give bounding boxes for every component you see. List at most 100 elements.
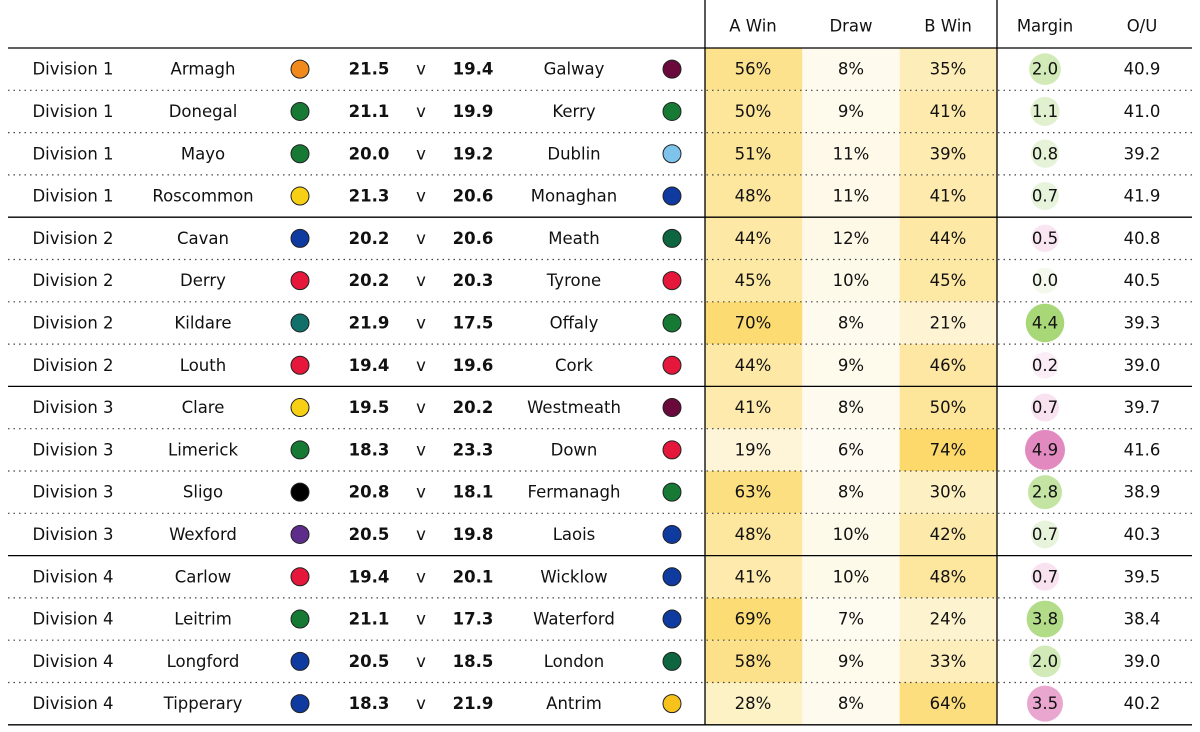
team-b-score: 18.1 [453,483,494,502]
margin-value: 2.0 [1032,652,1058,671]
team-b-color-dot [662,59,682,79]
versus-label: v [416,60,426,79]
table-row [290,386,1059,429]
a-win-heat-cell [705,344,803,387]
a-win-value: 41% [735,398,772,417]
draw-heat-cell [802,513,900,556]
table-row [290,301,1065,345]
draw-heat-cell [802,344,900,387]
margin-bubble [1032,267,1058,294]
team-b-name: Down [551,440,598,459]
team-b-name: Tyrone [546,271,601,290]
b-win-value: 39% [930,144,967,163]
table-row [290,217,1059,260]
b-win-value: 30% [930,483,967,502]
draw-heat-cell [802,555,900,598]
over-under-value: 41.0 [1124,102,1161,121]
team-a-color-dot [290,228,310,248]
table-row [290,344,1059,387]
margin-bubble [1028,475,1062,510]
team-a-color-dot [290,186,310,206]
division-label: Division 3 [32,483,113,502]
a-win-value: 45% [735,271,772,290]
a-win-heat-cell [705,48,803,91]
team-a-name: Wexford [169,525,237,544]
over-under-value: 40.3 [1124,525,1161,544]
over-under-value: 40.9 [1124,60,1161,79]
team-b-name: Galway [544,60,605,79]
a-win-value: 48% [735,525,772,544]
team-b-score: 20.3 [453,271,494,290]
margin-bubble [1029,645,1061,678]
team-b-color-dot [662,355,682,375]
margin-value: 0.7 [1032,398,1058,417]
division-label: Division 1 [32,144,113,163]
versus-label: v [416,102,426,121]
versus-label: v [416,483,426,502]
a-win-heat-cell [705,174,803,218]
b-win-heat-cell [899,386,997,429]
draw-heat-cell [802,640,900,683]
team-b-score: 20.2 [453,398,494,417]
team-b-score: 21.9 [453,694,494,713]
team-a-color-dot [290,482,310,502]
over-under-value: 39.5 [1124,567,1161,586]
division-label: Division 3 [32,398,113,417]
b-win-value: 24% [930,610,967,629]
versus-label: v [416,271,426,290]
team-b-score: 19.9 [453,102,494,121]
header-margin: Margin [1017,17,1073,36]
team-b-color-dot [662,524,682,544]
margin-value: 3.5 [1032,694,1058,713]
over-under-value: 40.5 [1124,271,1161,290]
team-a-color-dot [290,271,310,291]
team-b-name: Westmeath [527,398,621,417]
versus-label: v [416,229,426,248]
team-b-name: Laois [553,525,596,544]
team-b-color-dot [662,651,682,671]
b-win-heat-cell [899,640,997,683]
draw-value: 9% [838,356,864,375]
b-win-heat-cell [899,132,997,175]
draw-heat-cell [802,174,900,218]
over-under-value: 39.7 [1124,398,1161,417]
table-row [290,555,1059,598]
a-win-heat-cell [705,513,803,556]
b-win-heat-cell [899,90,997,133]
table-row [290,597,1064,641]
team-a-score: 20.5 [349,652,390,671]
versus-label: v [416,144,426,163]
a-win-heat-cell [705,90,803,133]
team-a-color-dot [290,101,310,121]
team-b-score: 17.3 [453,610,494,629]
a-win-heat-cell [705,428,803,471]
team-b-name: Fermanagh [528,483,621,502]
team-a-name: Tipperary [163,694,243,713]
draw-heat-cell [802,428,900,471]
a-win-value: 50% [735,102,772,121]
division-label: Division 2 [32,356,113,375]
team-a-score: 20.8 [349,483,390,502]
a-win-value: 28% [735,694,772,713]
a-win-heat-cell [705,555,803,598]
over-under-value: 41.9 [1124,187,1161,206]
margin-value: 2.8 [1032,483,1058,502]
b-win-value: 44% [930,229,967,248]
team-a-color-dot [290,609,310,629]
team-a-color-dot [290,440,310,460]
team-a-color-dot [290,651,310,671]
a-win-heat-cell [705,217,803,260]
b-win-value: 41% [930,187,967,206]
draw-heat-cell [802,90,900,133]
team-b-color-dot [662,440,682,460]
team-b-color-dot [662,228,682,248]
versus-label: v [416,356,426,375]
draw-heat-cell [802,682,900,725]
b-win-heat-cell [899,174,997,218]
header-b-win: B Win [924,17,972,36]
draw-value: 9% [838,652,864,671]
team-b-name: Cork [555,356,593,375]
b-win-heat-cell [899,217,997,260]
team-b-color-dot [662,313,682,333]
